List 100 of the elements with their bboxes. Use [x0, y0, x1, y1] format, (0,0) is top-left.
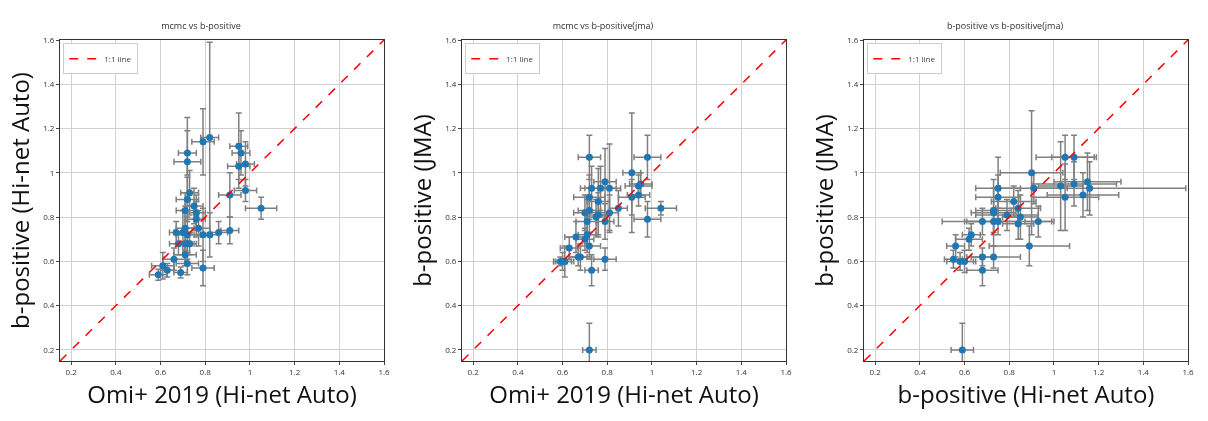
y-tick-label: 1.2: [445, 122, 457, 134]
point: [958, 346, 966, 354]
point: [1070, 153, 1078, 161]
y-tick-label: 0.2: [847, 343, 859, 355]
y-tick-label: 0.6: [43, 255, 55, 267]
x-tick-label: 1.6: [378, 365, 391, 377]
x-tick-label: 0.6: [154, 365, 167, 377]
point: [1025, 242, 1033, 250]
point: [1070, 180, 1078, 188]
y-axis-title: b-positive (JMA): [405, 114, 439, 287]
point: [585, 242, 593, 250]
y-tick-label: 1: [853, 166, 859, 178]
y-tick-label: 1.6: [847, 33, 859, 45]
chart-title: b-positive vs b-positive(jma): [946, 19, 1064, 33]
y-tick-label: 0.8: [43, 210, 55, 222]
y-tick-label: 0.6: [445, 255, 457, 267]
point: [994, 184, 1002, 192]
y-axis-title: b-positive (Hi-net Auto): [3, 72, 37, 329]
point: [206, 133, 214, 141]
point: [994, 193, 1002, 201]
x-tick-label: 0.6: [958, 365, 971, 377]
point: [1061, 193, 1069, 201]
point: [241, 160, 249, 168]
point: [181, 224, 189, 232]
point: [192, 209, 200, 217]
point: [183, 149, 191, 157]
y-tick-label: 0.4: [847, 299, 859, 311]
y-tick-label: 1.6: [43, 33, 55, 45]
y-tick-label: 1: [451, 166, 457, 178]
x-tick-label: 0.2: [65, 365, 78, 377]
point: [199, 231, 207, 239]
y-tick-label: 1.6: [445, 33, 457, 45]
x-tick-label: 1.2: [1092, 365, 1105, 377]
point: [601, 178, 609, 186]
point: [565, 244, 573, 252]
x-tick-label: 0.8: [199, 365, 212, 377]
point: [597, 184, 605, 192]
point: [628, 169, 636, 177]
x-tick-label: 1.6: [1182, 365, 1195, 377]
x-axis-title: Omi+ 2019 (Hi-net Auto): [87, 376, 357, 410]
x-axis-title: Omi+ 2019 (Hi-net Auto): [489, 376, 759, 410]
point: [990, 253, 998, 261]
point: [583, 218, 591, 226]
x-tick-label: 1: [649, 365, 655, 377]
point: [978, 218, 986, 226]
x-tick-label: 1.4: [735, 365, 748, 377]
y-tick-label: 0.8: [445, 210, 457, 222]
x-tick-label: 1.2: [288, 365, 301, 377]
point: [1003, 211, 1011, 219]
y-tick-label: 1.4: [847, 78, 859, 90]
x-tick-label: 1.4: [333, 365, 346, 377]
point: [170, 255, 178, 263]
point: [237, 149, 245, 157]
point: [643, 153, 651, 161]
x-tick-label: 0.8: [601, 365, 614, 377]
point: [585, 346, 593, 354]
point: [215, 229, 223, 237]
point: [190, 202, 198, 210]
chart-title: mcmc vs b-positive: [161, 19, 241, 33]
point: [628, 193, 636, 201]
y-tick-label: 1: [49, 166, 55, 178]
point: [206, 231, 214, 239]
y-tick-label: 0.4: [445, 299, 457, 311]
x-tick-label: 1.6: [780, 365, 793, 377]
point: [181, 251, 189, 259]
point: [978, 266, 986, 274]
x-axis-title: b-positive (Hi-net Auto): [897, 376, 1155, 410]
legend-label: 1:1 line: [908, 52, 936, 64]
x-tick-label: 0.6: [556, 365, 569, 377]
y-tick-label: 1.2: [847, 122, 859, 134]
point: [657, 204, 665, 212]
point: [1010, 198, 1018, 206]
point: [159, 262, 167, 270]
point: [594, 198, 602, 206]
point: [588, 184, 596, 192]
x-tick-label: 1.2: [690, 365, 703, 377]
point: [605, 184, 613, 192]
point: [956, 257, 964, 265]
x-tick-label: 0.4: [512, 365, 524, 377]
point: [181, 206, 189, 214]
point: [172, 229, 180, 237]
point: [1030, 184, 1038, 192]
point: [235, 142, 243, 150]
point: [585, 206, 593, 214]
point: [183, 260, 191, 268]
point: [192, 215, 200, 223]
point: [967, 231, 975, 239]
x-tick-label: 0.2: [869, 365, 882, 377]
point: [994, 218, 1002, 226]
y-axis-title: b-positive (JMA): [807, 114, 841, 287]
y-tick-label: 1.4: [445, 78, 457, 90]
point: [183, 158, 191, 166]
point: [241, 187, 249, 195]
point: [605, 209, 613, 217]
point: [199, 138, 207, 146]
y-tick-label: 1.2: [43, 122, 55, 134]
x-tick-label: 1: [247, 365, 253, 377]
y-tick-label: 0.2: [445, 343, 457, 355]
point: [1016, 213, 1024, 221]
legend-label: 1:1 line: [104, 52, 132, 64]
